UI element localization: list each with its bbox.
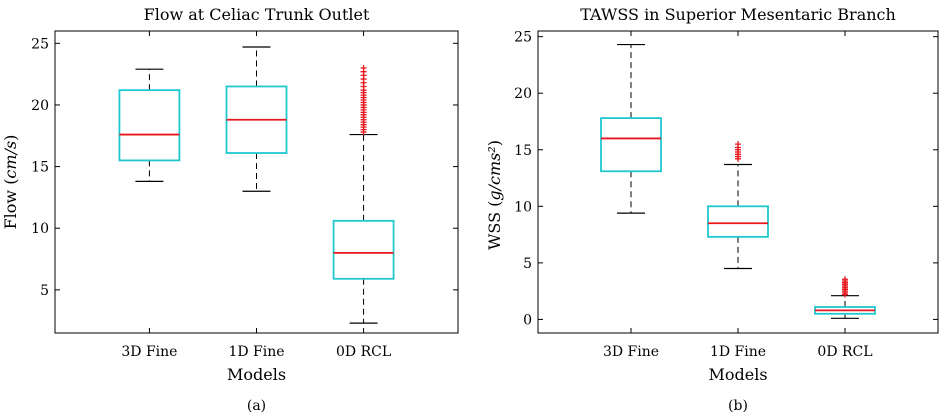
x-tick-label: 1D Fine [710,344,766,360]
chart-title: Flow at Celiac Trunk Outlet [144,5,370,24]
y-tick-label: 5 [523,256,532,272]
outlier-point [842,276,848,283]
box-1d-fine [225,46,288,192]
iqr-box [707,205,769,238]
y-tick-label: 0 [523,312,532,328]
y-tick-label: 20 [514,86,532,102]
y-tick-label: 25 [514,30,532,46]
chart-panel-1: 5 10 15 20 25 3D Fine 1D Fine 0D RCL Flow at Cel… [1,5,459,414]
box-3d-fine [600,43,662,214]
y-tick-label: 10 [31,221,49,237]
x-tick-label: 0D RCL [817,344,872,360]
x-tick-label: 0D RCL [336,344,391,360]
iqr-box [600,117,662,173]
iqr-box [118,89,181,162]
outlier-point [735,141,741,148]
y-tick-label: 15 [514,143,532,159]
panel-caption: (a) [247,398,266,414]
x-axis-label: Models [708,365,767,384]
iqr-box [332,219,395,280]
y-tick-label: 15 [31,160,49,176]
box-0d-rcl [814,276,876,319]
y-axis-label: WSS (g/cms²) [485,140,504,250]
panel-caption: (b) [728,398,748,414]
box-3d-fine [118,68,181,182]
outlier-point [360,64,367,71]
box-1d-fine [707,141,769,270]
y-tick-label: 25 [31,36,49,52]
y-axis-label: Flow (cm/s) [1,135,20,230]
x-tick-label: 3D Fine [121,344,177,360]
y-tick-label: 5 [40,283,49,299]
chart-title: TAWSS in Superior Mesentaric Branch [580,5,896,24]
x-tick-label: 1D Fine [228,344,284,360]
chart-panel-2: 0 5 10 15 20 25 3D Fine 1D Fine 0D RCL TAWSS in S… [485,5,939,414]
box-0d-rcl [332,64,395,324]
x-axis-label: Models [227,365,286,384]
x-tick-label: 3D Fine [603,344,659,360]
y-tick-label: 10 [514,199,532,215]
y-tick-label: 20 [31,98,49,114]
